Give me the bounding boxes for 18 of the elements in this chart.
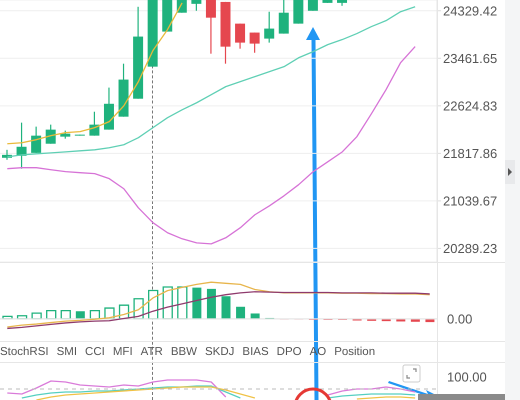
y-tick-label: 21817.86 [443, 146, 498, 161]
text: SKDJ [205, 346, 234, 358]
text: Position [334, 346, 376, 358]
y-tick-label: 23461.65 [443, 50, 498, 66]
text: DPO [276, 346, 302, 358]
y-tick-label: 21039.67 [443, 194, 498, 209]
text: CCI [85, 346, 105, 358]
text: 100.00 [447, 370, 487, 384]
text: 0.00 [447, 311, 472, 326]
text: SMI [56, 346, 78, 358]
text: StochRSI [0, 346, 49, 358]
y-tick-label: 22624.83 [443, 98, 498, 114]
text: BIAS [242, 346, 269, 358]
text: BBW [170, 346, 198, 358]
y-tick-label: 20289.23 [443, 241, 498, 256]
y-tick-label: 24329.42 [443, 3, 498, 18]
text: ATR [140, 346, 163, 358]
text: MFI [112, 346, 133, 358]
